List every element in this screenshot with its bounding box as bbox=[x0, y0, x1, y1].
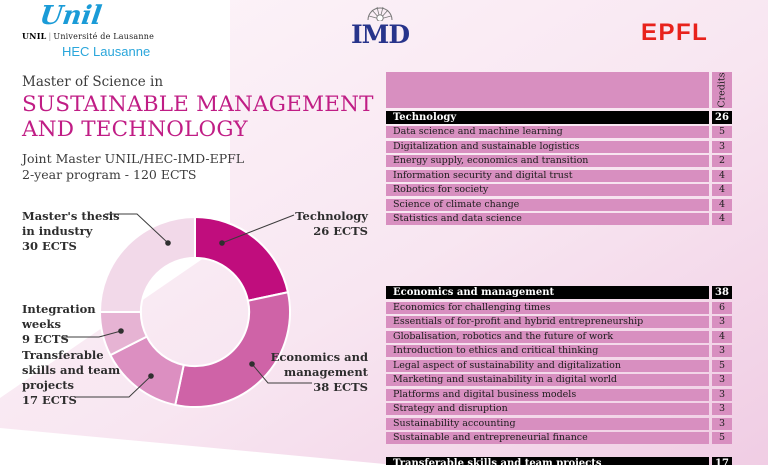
course-credits: 3 bbox=[712, 316, 732, 328]
course-name: Sustainability accounting bbox=[386, 417, 709, 430]
course-name: Economics for challenging times bbox=[386, 301, 709, 314]
section-total-credits: 17 bbox=[712, 457, 732, 465]
course-name: Marketing and sustainability in a digita… bbox=[386, 374, 709, 386]
course-name: Robotics for society bbox=[386, 184, 709, 196]
table-header-spacer bbox=[386, 72, 709, 108]
course-table-transferable: Transferable skills and team projects 17 bbox=[386, 457, 732, 465]
course-table-technology: Credits Technology 26 Data science and mach… bbox=[386, 72, 732, 225]
course-credits: 3 bbox=[712, 345, 732, 357]
section-total-credits: 26 bbox=[712, 110, 732, 124]
callout-thesis: Master's thesis in industry 30 ECTS bbox=[22, 209, 120, 253]
course-name: Globalisation, robotics and the future o… bbox=[386, 330, 709, 343]
course-table-economics: Economics and management 38 Economics for … bbox=[386, 286, 732, 444]
section-title: Economics and management bbox=[386, 286, 709, 299]
imd-wordmark: IMD bbox=[350, 20, 410, 49]
callout-economics: Economics and management 38 ECTS bbox=[270, 350, 368, 394]
section-title: Technology bbox=[386, 110, 709, 124]
course-credits: 3 bbox=[712, 140, 732, 153]
course-credits: 6 bbox=[712, 301, 732, 314]
program-subtitle-line1: Joint Master UNIL/HEC-IMD-EPFL bbox=[22, 151, 245, 166]
unil-logo: Unil UNIL | Université de Lausanne HEC Lau… bbox=[22, 1, 154, 59]
course-name: Data science and machine learning bbox=[386, 126, 709, 138]
program-subtitle: Joint Master UNIL/HEC-IMD-EPFL 2-year pr… bbox=[22, 151, 374, 183]
course-credits: 4 bbox=[712, 184, 732, 196]
intro-block: Master of Science in SUSTAINABLE MANAGEM… bbox=[22, 74, 374, 183]
degree-kicker: Master of Science in bbox=[22, 74, 164, 90]
section-total-credits: 38 bbox=[712, 286, 732, 299]
callout-transferable: Transferable skills and team projects 17… bbox=[22, 348, 121, 407]
course-name: Platforms and digital business models bbox=[386, 388, 709, 401]
course-credits: 4 bbox=[712, 330, 732, 343]
course-credits: 4 bbox=[712, 169, 732, 182]
unil-wordmark-acronym: UNIL bbox=[22, 31, 47, 41]
course-credits: 4 bbox=[712, 198, 732, 211]
course-name: Statistics and data science bbox=[386, 213, 709, 225]
program-title: SUSTAINABLE MANAGEMENT AND TECHNOLOGY bbox=[22, 92, 374, 142]
program-title-line1: SUSTAINABLE MANAGEMENT bbox=[22, 92, 374, 117]
donut-segment-4 bbox=[99, 216, 196, 313]
epfl-logo: EPFL bbox=[641, 19, 709, 46]
credits-label: Credits bbox=[716, 72, 728, 108]
course-credits: 5 bbox=[712, 126, 732, 138]
course-name: Information security and digital trust bbox=[386, 169, 709, 182]
unil-wordmark-divider: | bbox=[48, 32, 52, 41]
imd-logo: IMD bbox=[348, 4, 412, 47]
credits-column-header: Credits bbox=[712, 72, 732, 108]
course-credits: 2 bbox=[712, 155, 732, 167]
course-name: Digitalization and sustainable logistics bbox=[386, 140, 709, 153]
course-credits: 5 bbox=[712, 359, 732, 372]
callout-technology: Technology 26 ECTS bbox=[295, 209, 368, 238]
program-title-line2: AND TECHNOLOGY bbox=[22, 117, 248, 142]
course-credits: 3 bbox=[712, 417, 732, 430]
callout-integration: Integration weeks 9 ECTS bbox=[22, 302, 96, 346]
unil-wordmark-name: Université de Lausanne bbox=[53, 32, 155, 41]
course-name: Strategy and disruption bbox=[386, 403, 709, 415]
course-credits: 3 bbox=[712, 403, 732, 415]
course-name: Sustainable and entrepreneurial finance bbox=[386, 432, 709, 444]
course-name: Essentials of for-profit and hybrid entr… bbox=[386, 316, 709, 328]
course-credits: 5 bbox=[712, 432, 732, 444]
course-name: Legal aspect of sustainability and digit… bbox=[386, 359, 709, 372]
hec-lausanne-logo: HEC Lausanne bbox=[62, 44, 151, 59]
course-credits: 3 bbox=[712, 374, 732, 386]
course-credits: 4 bbox=[712, 213, 732, 225]
imd-fan-icon bbox=[367, 6, 393, 22]
program-subtitle-line2: 2-year program - 120 ECTS bbox=[22, 167, 197, 182]
course-name: Energy supply, economics and transition bbox=[386, 155, 709, 167]
course-name: Introduction to ethics and critical thin… bbox=[386, 345, 709, 357]
section-title: Transferable skills and team projects bbox=[386, 457, 709, 465]
unil-wordmark: UNIL | Université de Lausanne bbox=[22, 31, 154, 41]
unil-script-wordmark: Unil bbox=[37, 1, 104, 31]
course-credits: 3 bbox=[712, 388, 732, 401]
course-name: Science of climate change bbox=[386, 198, 709, 211]
